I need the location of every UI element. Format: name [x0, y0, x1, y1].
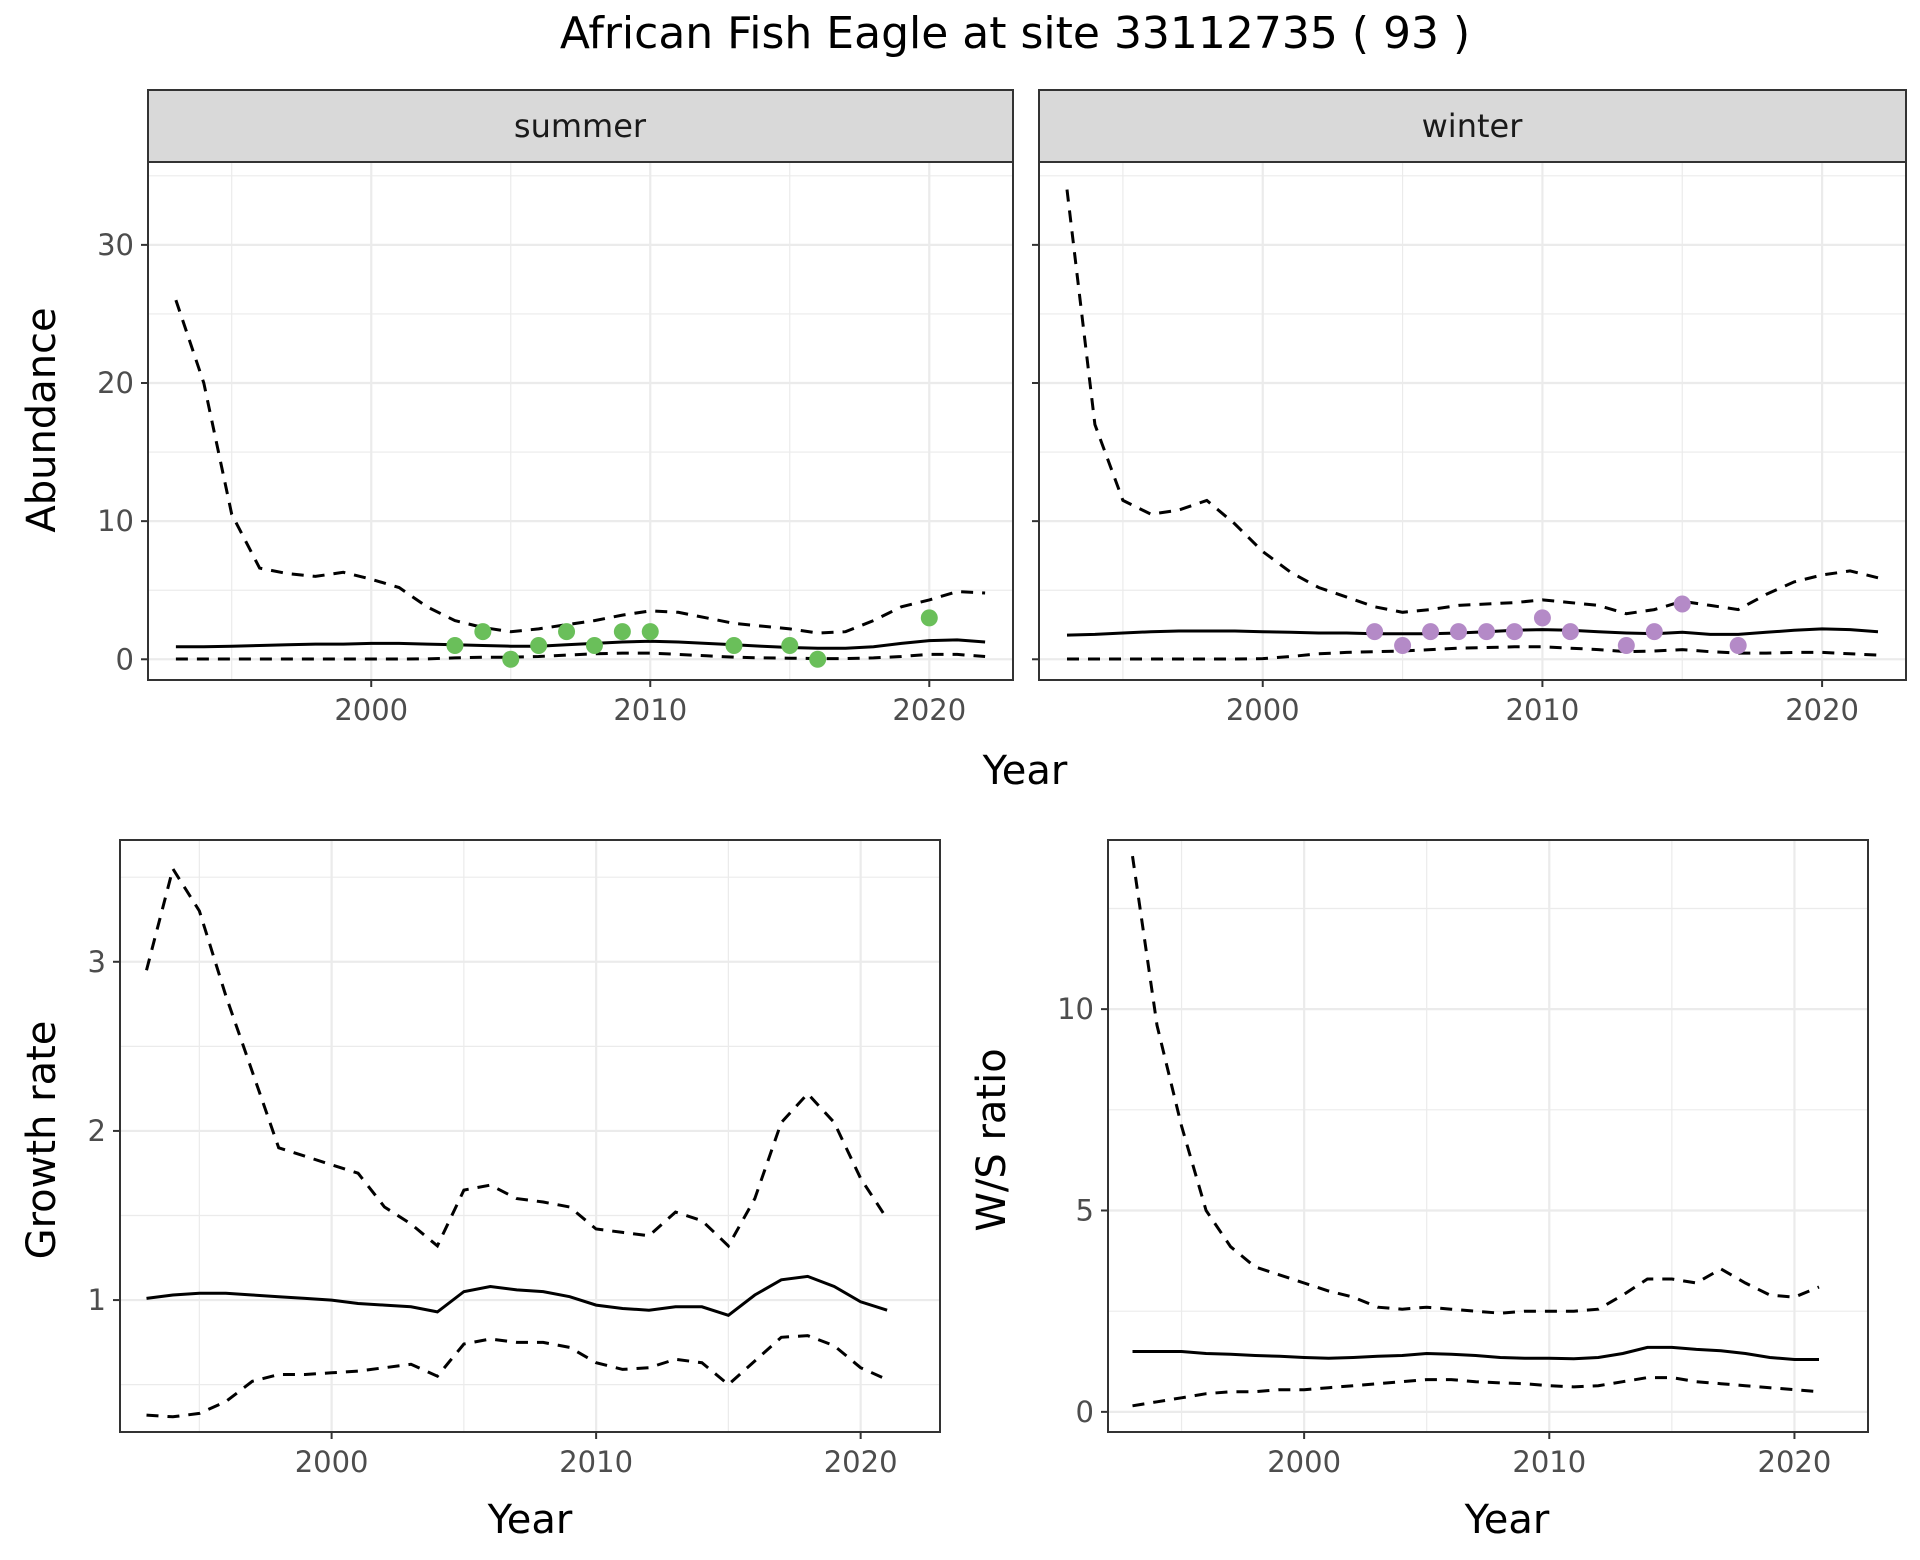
- observation-point: [1561, 623, 1579, 641]
- chart-ratio: 2000 2010 2020 0 5 10: [1057, 839, 1869, 1479]
- y-tick-label: 5: [1076, 1194, 1094, 1228]
- plot-background: [148, 162, 1013, 680]
- y-tick-label: 10: [97, 504, 134, 538]
- upper-bound-line: [145, 865, 889, 1249]
- observation-point: [585, 636, 603, 654]
- growth-x-axis-title: Year: [487, 1497, 573, 1543]
- observation-point: [530, 636, 548, 654]
- observation-point: [725, 636, 743, 654]
- panel-border: [147, 161, 1014, 681]
- y-tick-label: 0: [1076, 1395, 1094, 1429]
- x-tick-label: 2020: [1785, 693, 1859, 727]
- plot-background: [1108, 840, 1868, 1432]
- observation-point: [613, 623, 631, 641]
- x-tick-label: 2010: [1512, 1445, 1586, 1479]
- estimate-line: [1066, 627, 1879, 637]
- upper-bound-line: [1065, 189, 1879, 616]
- x-tick-label: 2000: [1226, 693, 1300, 727]
- observation-point: [1394, 636, 1412, 654]
- chart-winter: 2000 2010 2020: [1032, 161, 1907, 727]
- strip-label-summer: summer: [514, 107, 647, 145]
- observation-point: [1477, 623, 1495, 641]
- y-tick-label: 0: [116, 642, 134, 676]
- observation-point: [1505, 623, 1523, 641]
- x-tick-label: 2010: [613, 693, 687, 727]
- panel-border: [119, 839, 941, 1433]
- growth-y-axis-title: Growth rate: [19, 1021, 65, 1260]
- y-tick-label: 30: [97, 228, 134, 262]
- observation-point: [1617, 636, 1635, 654]
- y-tick-label: 20: [97, 366, 134, 400]
- y-tick-label: 3: [88, 945, 106, 979]
- strip-label-winter: winter: [1422, 107, 1524, 145]
- chart-growth: 2000 2010 2020 1 2 3: [88, 839, 941, 1479]
- x-tick-label: 2020: [1758, 1445, 1832, 1479]
- estimate-line: [175, 638, 986, 650]
- plot-background: [120, 840, 940, 1432]
- observation-point: [502, 650, 520, 668]
- ratio-x-axis-title: Year: [1464, 1497, 1550, 1543]
- x-tick-label: 2010: [559, 1445, 633, 1479]
- strip-winter: [1038, 89, 1907, 163]
- estimate-line: [1132, 1345, 1819, 1361]
- y-tick-label: 1: [88, 1283, 106, 1317]
- lower-bound-line: [175, 651, 986, 661]
- observation-point: [446, 636, 464, 654]
- observation-point: [558, 623, 576, 641]
- observation-point: [1645, 623, 1663, 641]
- lower-bound-line: [146, 1334, 888, 1419]
- y-tick-label: 10: [1057, 992, 1094, 1026]
- observation-point: [920, 609, 938, 627]
- chart-summer: 2000 2010 2020 0 10 20 30: [97, 161, 1014, 727]
- x-tick-label: 2010: [1506, 693, 1580, 727]
- figure-title: African Fish Eagle at site 33112735 ( 93…: [560, 8, 1470, 59]
- plot-background: [1039, 162, 1906, 680]
- panel-border: [1107, 839, 1869, 1433]
- x-tick-label: 2000: [1267, 1445, 1341, 1479]
- top-y-axis-title: Abundance: [19, 307, 65, 532]
- upper-bound-line: [174, 299, 986, 635]
- lower-bound-line: [1132, 1376, 1820, 1408]
- observation-point: [1673, 595, 1691, 613]
- top-x-axis-title: Year: [982, 748, 1068, 794]
- observation-point: [781, 636, 799, 654]
- y-tick-label: 2: [88, 1114, 106, 1148]
- panel-winter: winter: [1038, 89, 1907, 163]
- observation-point: [1729, 636, 1747, 654]
- strip-summer: [147, 89, 1014, 163]
- panel-summer: summer: [147, 89, 1014, 163]
- x-tick-label: 2000: [334, 693, 408, 727]
- lower-bound-line: [1067, 645, 1879, 661]
- ratio-y-axis-title: W/S ratio: [969, 1048, 1015, 1231]
- observation-point: [1533, 609, 1551, 627]
- observation-point: [641, 623, 659, 641]
- x-tick-label: 2020: [892, 693, 966, 727]
- observation-point: [1366, 623, 1384, 641]
- x-tick-label: 2000: [295, 1445, 369, 1479]
- estimate-line: [146, 1274, 888, 1317]
- upper-bound-line: [1131, 855, 1820, 1315]
- panel-border: [1038, 161, 1907, 681]
- observation-point: [474, 623, 492, 641]
- observation-point: [1450, 623, 1468, 641]
- x-tick-label: 2020: [824, 1445, 898, 1479]
- observation-point: [1422, 623, 1440, 641]
- observation-point: [809, 650, 827, 668]
